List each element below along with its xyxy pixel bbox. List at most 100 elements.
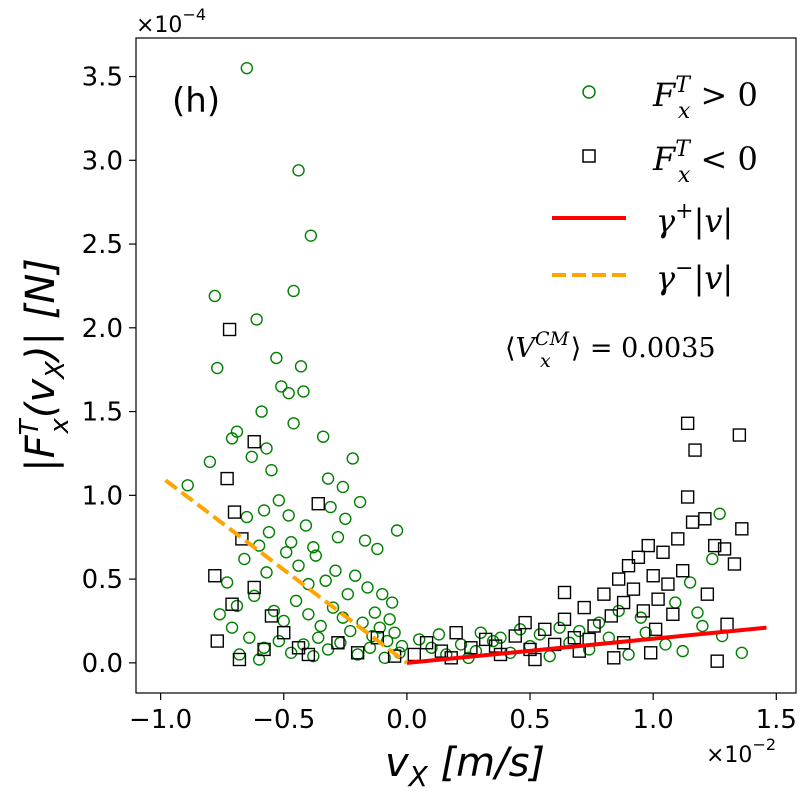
point-positive — [314, 619, 327, 633]
point-negative — [227, 505, 242, 519]
point-negative — [648, 622, 663, 637]
point-positive — [257, 504, 271, 517]
point-positive — [319, 574, 332, 587]
legend-label-negative: FT x < 0 — [652, 137, 758, 188]
point-negative — [680, 490, 695, 504]
point-positive — [366, 629, 379, 643]
point-negative — [311, 497, 325, 511]
point-positive — [260, 566, 273, 579]
point-positive — [282, 386, 295, 400]
point-positive — [363, 641, 377, 654]
point-negative — [508, 629, 522, 643]
point-positive — [432, 628, 446, 641]
point-negative — [518, 615, 532, 630]
point-positive — [706, 552, 719, 566]
point-positive — [413, 633, 426, 646]
x-axis-ticks: −1.0 −0.5 0.0 0.5 1.0 1.5 — [129, 693, 797, 735]
point-positive — [395, 639, 409, 653]
legend-circle-marker — [582, 85, 596, 99]
point-negative — [698, 512, 712, 526]
point-negative — [557, 612, 572, 626]
y-tick-label: 2.5 — [82, 230, 123, 260]
point-negative — [464, 641, 478, 655]
legend: FT x > 0 FT x < 0 γ+|v| γ−|v| — [552, 73, 758, 297]
y-axis-exponent: ×10−4 — [136, 5, 206, 38]
point-positive — [284, 536, 298, 549]
point-positive — [371, 542, 384, 556]
point-negative — [528, 652, 542, 667]
point-positive — [348, 569, 362, 582]
point-positive — [309, 549, 322, 562]
point-negative — [235, 532, 249, 546]
point-positive — [211, 361, 224, 375]
point-positive — [336, 480, 350, 494]
point-negative — [547, 637, 562, 652]
point-positive — [208, 289, 222, 303]
point-positive — [494, 631, 507, 644]
point-positive — [252, 653, 266, 666]
point-positive — [287, 284, 300, 298]
point-positive — [277, 614, 290, 628]
point-positive — [390, 524, 404, 537]
point-negative — [626, 582, 641, 596]
point-negative — [717, 542, 732, 556]
point-positive — [307, 649, 320, 663]
legend-label-gamma-plus: γ+|v| — [656, 199, 733, 240]
point-positive — [292, 559, 305, 572]
x-axis-exponent: ×10−2 — [706, 735, 776, 768]
point-positive — [533, 628, 547, 641]
point-positive — [287, 417, 300, 430]
point-negative — [616, 595, 631, 610]
point-positive — [339, 512, 352, 525]
y-tick-label: 1.0 — [82, 481, 123, 511]
point-negative — [277, 625, 291, 640]
point-positive — [240, 510, 254, 524]
point-positive — [573, 624, 586, 638]
point-positive — [612, 604, 625, 618]
point-negative — [621, 558, 636, 573]
point-negative — [646, 569, 660, 583]
point-positive — [425, 641, 438, 654]
point-positive — [380, 634, 394, 648]
x-tick-label: −0.5 — [252, 705, 315, 735]
point-negative — [685, 515, 700, 529]
point-positive — [361, 581, 374, 594]
point-negative — [720, 617, 734, 632]
point-positive — [240, 61, 254, 75]
legend-label-gamma-minus: γ−|v| — [656, 256, 733, 297]
point-negative — [597, 587, 611, 601]
point-positive — [353, 495, 367, 509]
y-tick-label: 2.0 — [82, 314, 123, 344]
point-positive — [696, 619, 709, 633]
point-positive — [203, 455, 217, 469]
point-positive — [307, 541, 320, 554]
point-positive — [683, 576, 697, 589]
y-tick-label: 0.5 — [82, 565, 123, 595]
point-positive — [513, 623, 527, 636]
point-positive — [324, 500, 337, 514]
point-positive — [659, 638, 672, 651]
point-negative — [641, 538, 655, 553]
point-negative — [577, 600, 591, 615]
point-negative — [636, 604, 651, 618]
point-negative — [611, 572, 626, 586]
point-negative — [732, 428, 747, 442]
point-positive — [378, 651, 391, 665]
point-negative — [449, 625, 463, 640]
point-positive — [321, 472, 335, 485]
fit-line-gamma-minus — [164, 478, 409, 665]
point-negative — [607, 651, 621, 665]
point-positive — [543, 649, 556, 663]
point-negative — [407, 647, 421, 662]
point-positive — [388, 626, 401, 639]
y-tick-label: 3.0 — [82, 146, 123, 176]
legend-label-positive: FT x > 0 — [652, 73, 758, 124]
point-positive — [299, 519, 313, 532]
point-negative — [301, 647, 316, 662]
point-negative — [291, 641, 306, 655]
point-negative — [370, 631, 385, 645]
point-negative — [666, 607, 680, 621]
point-negative — [708, 538, 722, 553]
fit-line-gamma-plus — [406, 625, 767, 665]
